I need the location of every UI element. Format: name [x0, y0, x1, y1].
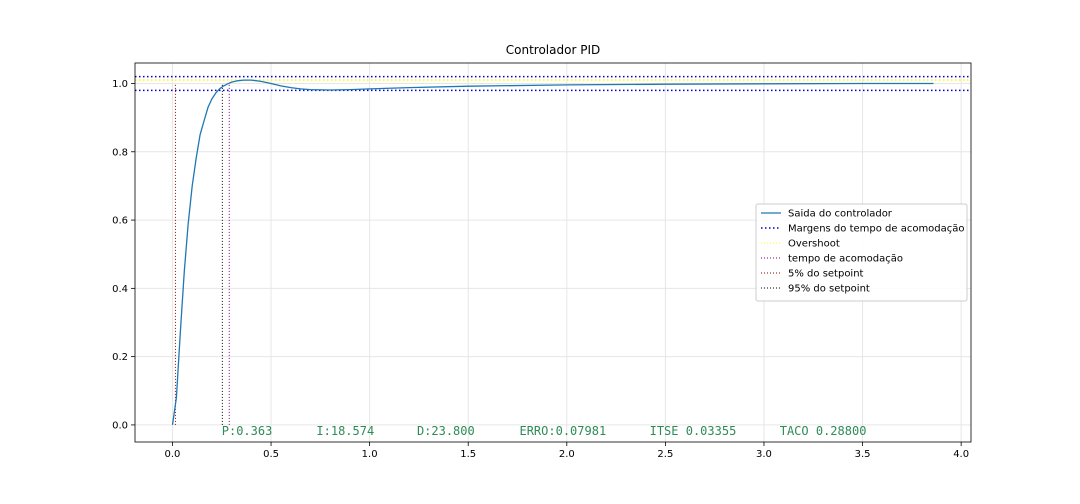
y-tick-label: 0.6: [112, 216, 128, 227]
x-tick-label: 4.0: [953, 449, 969, 460]
x-tick-label: 2.5: [657, 449, 673, 460]
x-tick-label: 2.0: [559, 449, 575, 460]
axis-ticks: 0.0 0.5 1.0 1.5 2.0 2.5 3.0 3.5 4.0 0.0 0.2 0.4 0.6 0…: [112, 79, 969, 460]
legend-label: 95% do setpoint: [788, 284, 870, 295]
legend-label: Margens do tempo de acomodação: [788, 224, 965, 235]
y-tick-label: 0.4: [112, 284, 128, 295]
grid: [135, 63, 971, 442]
parameter-annotations: P:0.363 I:18.574 D:23.800 ERRO:0.07981 ITSE …: [222, 424, 867, 438]
parameter-annotation: ERRO:0.07981: [519, 424, 606, 438]
reference-lines: [135, 75, 971, 425]
y-tick-label: 0.8: [112, 147, 128, 158]
parameter-annotation: I:18.574: [316, 424, 374, 438]
chart-title: Controlador PID: [506, 43, 600, 57]
series-layer: [171, 79, 934, 425]
legend-box: [755, 203, 968, 302]
x-tick-label: 1.0: [362, 449, 378, 460]
x-tick-label: 3.5: [855, 449, 871, 460]
x-tick-label: 0.5: [263, 449, 279, 460]
legend: Saida do controlador Margens do tempo de …: [755, 203, 968, 302]
legend-label: tempo de acomodação: [788, 254, 903, 265]
y-tick-label: 0.0: [112, 420, 128, 431]
controller-output-line: [171, 79, 934, 425]
parameter-annotation: ITSE 0.03355: [650, 424, 737, 438]
x-tick-label: 3.0: [756, 449, 772, 460]
parameter-annotation: P:0.363: [222, 424, 273, 438]
plot-frame: [134, 62, 972, 443]
legend-label: Saida do controlador: [788, 209, 893, 220]
y-tick-label: 1.0: [112, 79, 128, 90]
legend-label: 5% do setpoint: [788, 269, 864, 280]
x-tick-label: 0.0: [165, 449, 181, 460]
parameter-annotation: D:23.800: [417, 424, 475, 438]
y-tick-label: 0.2: [112, 352, 128, 363]
legend-label: Overshoot: [788, 239, 840, 250]
x-tick-label: 1.5: [460, 449, 476, 460]
parameter-annotation: TACO 0.28800: [780, 424, 867, 438]
